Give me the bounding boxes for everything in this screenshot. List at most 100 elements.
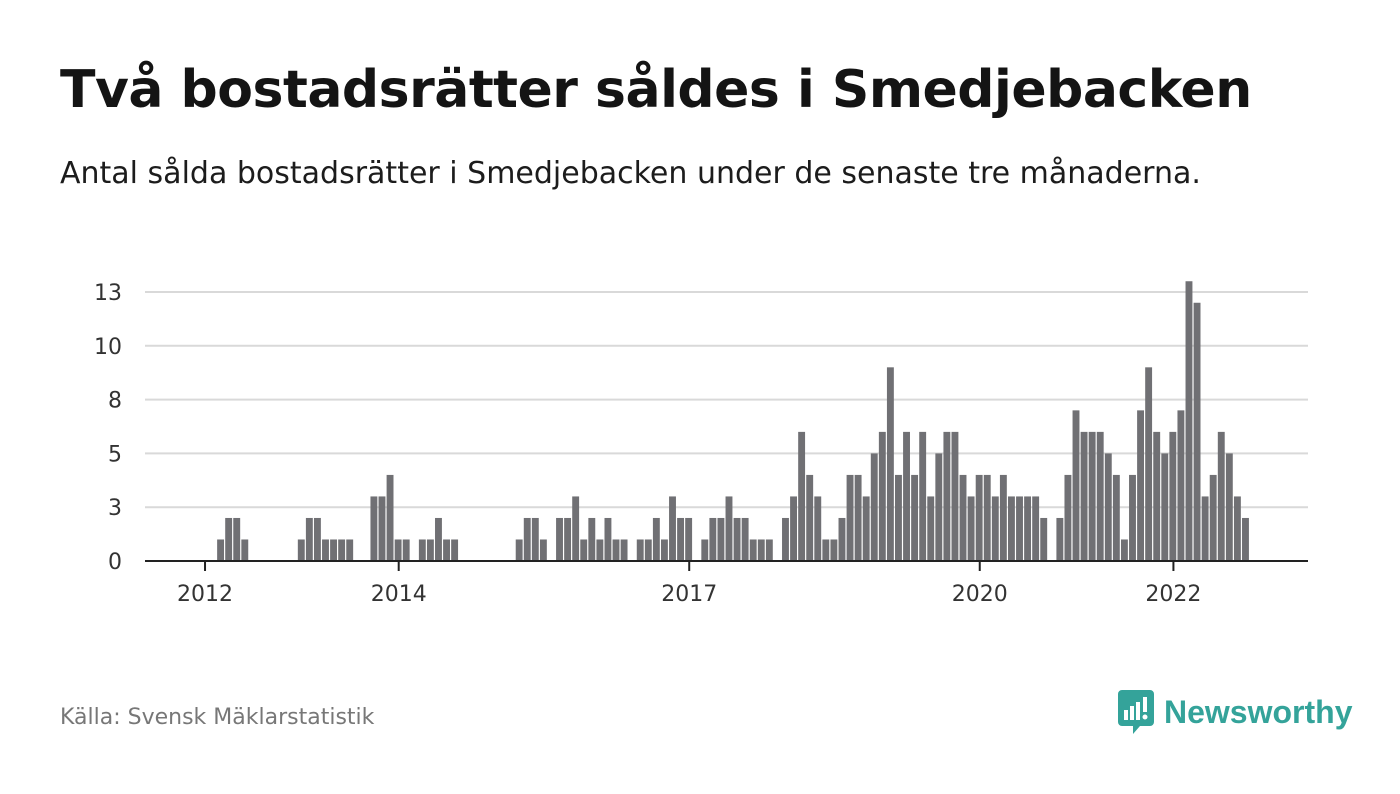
bar [1129, 474, 1136, 561]
bar [378, 496, 386, 561]
bar [556, 517, 563, 561]
bar [830, 539, 838, 561]
bar [1080, 431, 1088, 561]
x-tick-label: 2017 [661, 582, 717, 607]
bar [814, 496, 822, 561]
chart-subtitle: Antal sålda bostadsrätter i Smedjebacken… [60, 156, 1201, 191]
bar [798, 431, 806, 561]
bar [330, 539, 338, 561]
bar [394, 539, 402, 561]
bar [725, 496, 733, 561]
y-tick-label: 8 [108, 389, 122, 414]
bar [717, 517, 725, 561]
bar [782, 517, 789, 561]
bar [846, 474, 854, 561]
bar [346, 539, 354, 561]
bar [1120, 539, 1128, 561]
bar [862, 496, 870, 561]
bar [903, 431, 910, 561]
x-tick-label: 2022 [1145, 582, 1201, 607]
bar [886, 367, 894, 561]
bar [1225, 453, 1233, 561]
bar [1137, 410, 1145, 561]
bar [531, 517, 539, 561]
bar [669, 496, 676, 561]
bar [435, 517, 442, 561]
bar [1177, 410, 1185, 561]
bar [1201, 496, 1209, 561]
bar [1153, 431, 1161, 561]
bar [1217, 431, 1225, 561]
bar [1072, 410, 1080, 561]
y-tick-label: 3 [108, 496, 122, 521]
bar [660, 539, 668, 561]
bar [217, 539, 225, 561]
brand-logo: Newsworthy [1118, 690, 1352, 734]
bar [709, 517, 717, 561]
bar [967, 496, 975, 561]
brand-name: Newsworthy [1164, 693, 1353, 730]
labels: 0 3 5 8 10 13 2012 2014 2017 2020 2022 2 [94, 0, 1264, 607]
bar [991, 496, 999, 561]
x-tick-label: 2020 [952, 582, 1008, 607]
y-tick-label: 13 [94, 281, 122, 306]
bar [386, 474, 394, 561]
bar [604, 517, 612, 561]
bar [1104, 453, 1112, 561]
bar [806, 474, 814, 561]
bar [1096, 431, 1104, 561]
bar [1064, 474, 1072, 561]
bar [305, 517, 313, 561]
bar [1112, 474, 1120, 561]
bar [854, 474, 862, 561]
bar [588, 517, 596, 561]
bar [1233, 496, 1241, 561]
bar [943, 431, 951, 561]
bar [580, 539, 588, 561]
y-tick-label: 10 [94, 335, 122, 360]
x-tick-label: 2014 [371, 582, 427, 607]
bar [677, 517, 685, 561]
bar [927, 496, 935, 561]
bar-chart: 0 3 5 8 10 13 2012 2014 2017 2020 2022 2 [94, 0, 1308, 607]
y-tick-label: 0 [108, 550, 122, 575]
source-note: Källa: Svensk Mäklarstatistik [60, 705, 375, 730]
bar [233, 517, 241, 561]
bar-chart-speech-bubble-icon [1118, 690, 1154, 734]
bar [1185, 281, 1193, 561]
bar [338, 539, 346, 561]
bar [757, 539, 765, 561]
bar [612, 539, 620, 561]
bar [749, 539, 757, 561]
y-tick-label: 5 [108, 442, 122, 467]
bar [322, 539, 329, 561]
bar [1016, 496, 1023, 561]
last-value-label: 2 [1247, 0, 1261, 6]
bar [951, 431, 959, 561]
bar [313, 517, 321, 561]
bar [701, 539, 709, 561]
bar [1169, 431, 1177, 561]
bar [572, 496, 580, 561]
bar [935, 453, 943, 561]
bar [402, 539, 410, 561]
bar [523, 517, 531, 561]
bar [644, 539, 652, 561]
bar [1145, 367, 1153, 561]
bar [1242, 517, 1249, 561]
bar [733, 517, 741, 561]
bar [1193, 302, 1201, 561]
bar [225, 517, 233, 561]
bar [1209, 474, 1217, 561]
x-tick-label: 2012 [177, 582, 233, 607]
bar [443, 539, 450, 561]
bar [1161, 453, 1169, 561]
bar [959, 474, 967, 561]
bar [539, 539, 547, 561]
bar [564, 517, 572, 561]
bar [1056, 517, 1064, 561]
bar [241, 539, 249, 561]
bar [975, 474, 983, 561]
bar [822, 539, 830, 561]
bar [418, 539, 426, 561]
